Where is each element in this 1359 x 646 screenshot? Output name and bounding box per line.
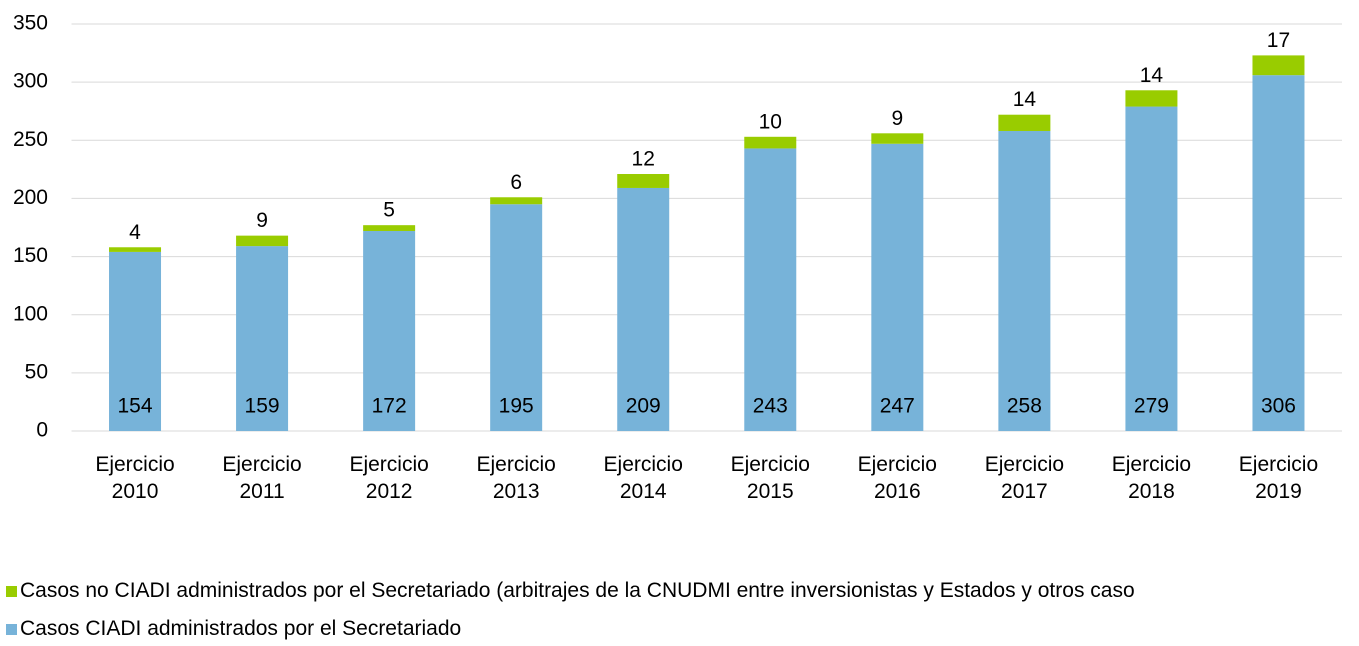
bar-segment: [236, 235, 289, 247]
bar-segment: [871, 133, 924, 144]
data-label: 17: [1267, 29, 1290, 52]
bar-segment: [490, 204, 543, 431]
x-tick-label: Ejercicio 2014: [603, 453, 683, 503]
y-tick-label: 350: [13, 12, 48, 35]
data-label: 258: [1007, 395, 1042, 418]
data-label: 10: [759, 110, 782, 133]
x-tick-label: Ejercicio 2010: [95, 453, 175, 503]
bar-segment: [1125, 106, 1178, 431]
data-label: 243: [753, 395, 788, 418]
data-label: 154: [118, 395, 153, 418]
bar-segment: [1252, 75, 1305, 431]
y-tick-label: 50: [25, 360, 48, 383]
bar-segment: [744, 136, 797, 149]
data-label: 279: [1134, 395, 1169, 418]
y-tick-label: 0: [36, 419, 48, 442]
bar-segment: [998, 114, 1051, 131]
x-tick-label: Ejercicio 2011: [222, 453, 302, 503]
data-label: 172: [372, 395, 407, 418]
data-label: 4: [129, 221, 141, 244]
bar-segment: [1252, 55, 1305, 76]
data-label: 195: [499, 395, 534, 418]
data-label: 209: [626, 395, 661, 418]
y-tick-label: 150: [13, 244, 48, 267]
legend-item: Casos CIADI administrados por el Secreta…: [6, 617, 461, 641]
data-label: 306: [1261, 395, 1296, 418]
legend-item: Casos no CIADI administrados por el Secr…: [6, 579, 1135, 603]
bar-segment: [617, 187, 670, 431]
data-label: 9: [256, 209, 268, 232]
data-label: 247: [880, 395, 915, 418]
bar-segment: [109, 251, 162, 431]
legend-swatch: [6, 585, 17, 597]
x-tick-label: Ejercicio 2019: [1238, 453, 1319, 503]
bar-segment: [617, 174, 670, 188]
data-label: 6: [510, 171, 522, 194]
bar-segment: [363, 230, 416, 431]
bar-segment: [236, 246, 289, 431]
x-tick-label: Ejercicio 2013: [476, 453, 556, 503]
legend-label: Casos CIADI administrados por el Secreta…: [20, 617, 462, 640]
data-label: 5: [383, 199, 395, 222]
bar-segment: [1125, 90, 1178, 107]
bar-segment: [744, 148, 797, 431]
data-label: 14: [1013, 88, 1037, 111]
x-tick-label: Ejercicio 2012: [349, 453, 429, 503]
y-tick-label: 250: [13, 128, 48, 151]
bar-segment: [871, 143, 924, 431]
y-tick-label: 200: [13, 186, 48, 209]
data-label: 12: [632, 148, 655, 171]
x-tick-label: Ejercicio 2015: [730, 453, 810, 503]
data-label: 14: [1140, 64, 1164, 87]
bar-segment: [490, 197, 543, 205]
data-label: 9: [891, 107, 903, 130]
x-tick-label: Ejercicio 2017: [984, 453, 1065, 503]
x-tick-label: Ejercicio 2016: [857, 453, 937, 503]
bar-segment: [109, 247, 162, 252]
x-tick-label: Ejercicio 2018: [1111, 453, 1192, 503]
y-tick-label: 300: [13, 70, 48, 93]
legend-label: Casos no CIADI administrados por el Secr…: [20, 579, 1135, 602]
bar-segment: [363, 225, 416, 231]
legend-swatch: [6, 623, 17, 635]
data-label: 159: [245, 395, 280, 418]
y-tick-label: 100: [13, 302, 48, 325]
bar-segment: [998, 130, 1051, 432]
